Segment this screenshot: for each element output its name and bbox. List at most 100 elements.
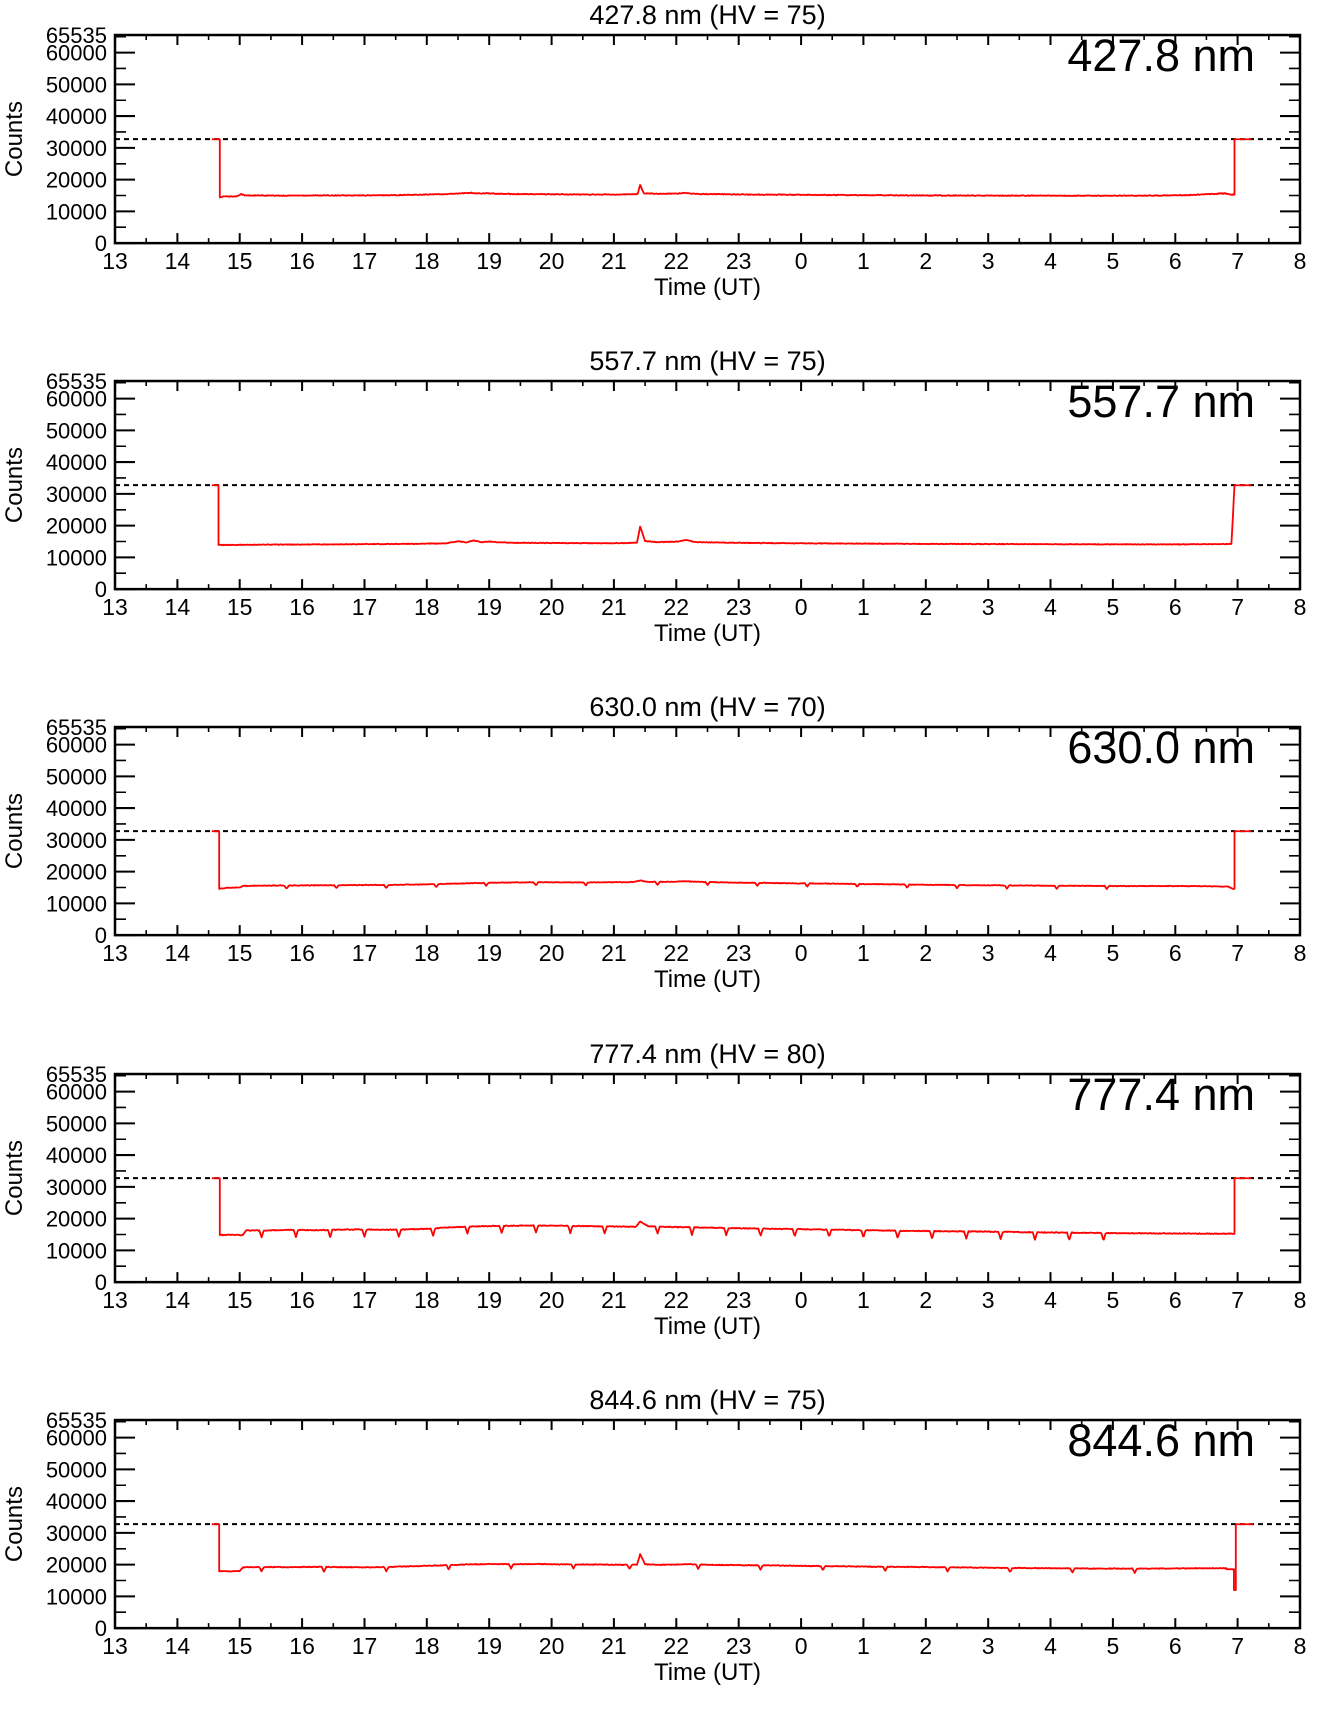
panel-title: 427.8 nm (HV = 75) — [589, 0, 826, 30]
x-tick-label: 8 — [1294, 248, 1307, 274]
y-tick-label: 65535 — [46, 1062, 107, 1087]
x-tick-label: 16 — [289, 941, 315, 967]
y-tick-label: 40000 — [46, 104, 107, 129]
y-tick-label: 30000 — [46, 1521, 107, 1546]
x-tick-label: 3 — [982, 1633, 995, 1659]
y-tick-label: 50000 — [46, 72, 107, 97]
wavelength-label: 630.0 nm — [1067, 722, 1255, 774]
x-tick-label: 17 — [352, 1287, 378, 1313]
x-axis-title: Time (UT) — [654, 1659, 761, 1686]
y-axis-title: Counts — [1, 447, 28, 523]
x-tick-label: 6 — [1169, 1287, 1182, 1313]
x-tick-label: 21 — [601, 1287, 627, 1313]
x-tick-label: 7 — [1231, 248, 1244, 274]
x-tick-label: 17 — [352, 594, 378, 620]
x-tick-label: 1 — [857, 1287, 870, 1313]
x-tick-label: 23 — [726, 248, 752, 274]
wavelength-label: 557.7 nm — [1067, 376, 1255, 428]
wavelength-label: 777.4 nm — [1067, 1068, 1255, 1120]
series-line — [211, 830, 1252, 891]
y-tick-label: 50000 — [46, 1457, 107, 1482]
x-tick-label: 6 — [1169, 594, 1182, 620]
x-tick-label: 2 — [919, 1287, 932, 1313]
y-tick-label: 0 — [95, 1270, 107, 1295]
y-tick-label: 20000 — [46, 860, 107, 885]
y-tick-label: 40000 — [46, 1143, 107, 1168]
y-axis-title: Counts — [1, 101, 28, 177]
x-tick-label: 20 — [539, 1633, 565, 1659]
y-tick-label: 0 — [95, 577, 107, 602]
y-tick-label: 20000 — [46, 1552, 107, 1577]
x-tick-label: 16 — [289, 1287, 315, 1313]
x-tick-label: 16 — [289, 1633, 315, 1659]
y-tick-label: 20000 — [46, 1206, 107, 1231]
y-tick-label: 60000 — [46, 1079, 107, 1104]
y-tick-label: 50000 — [46, 765, 107, 790]
x-tick-label: 8 — [1294, 594, 1307, 620]
x-tick-label: 2 — [919, 941, 932, 967]
y-tick-label: 20000 — [46, 168, 107, 193]
x-tick-label: 6 — [1169, 941, 1182, 967]
x-tick-label: 18 — [414, 1287, 440, 1313]
y-tick-label: 50000 — [46, 1111, 107, 1136]
x-tick-label: 20 — [539, 594, 565, 620]
x-tick-label: 14 — [165, 941, 191, 967]
y-tick-label: 0 — [95, 1616, 107, 1641]
x-tick-label: 22 — [664, 1287, 690, 1313]
major-ticks — [114, 1073, 1301, 1283]
y-tick-label: 20000 — [46, 514, 107, 539]
y-axis-title: Counts — [1, 1140, 28, 1216]
minor-ticks — [115, 1419, 1300, 1628]
x-tick-label: 6 — [1169, 248, 1182, 274]
x-tick-label: 14 — [165, 1287, 191, 1313]
x-tick-label: 13 — [102, 941, 128, 967]
x-tick-label: 19 — [476, 1633, 502, 1659]
x-tick-label: 22 — [664, 1633, 690, 1659]
x-tick-label: 18 — [414, 941, 440, 967]
x-tick-label: 0 — [795, 1287, 808, 1313]
minor-ticks — [115, 35, 1300, 244]
x-axis-title: Time (UT) — [654, 620, 761, 647]
x-tick-label: 1 — [857, 248, 870, 274]
x-tick-label: 4 — [1044, 1287, 1057, 1313]
x-tick-label: 21 — [601, 941, 627, 967]
x-tick-label: 0 — [795, 941, 808, 967]
major-ticks — [114, 1419, 1301, 1629]
x-tick-label: 19 — [476, 941, 502, 967]
x-tick-label: 18 — [414, 1633, 440, 1659]
x-axis-title: Time (UT) — [654, 967, 761, 994]
y-tick-label: 10000 — [46, 1584, 107, 1609]
x-tick-label: 15 — [227, 941, 253, 967]
x-tick-label: 23 — [726, 1633, 752, 1659]
x-tick-label: 0 — [795, 594, 808, 620]
y-axis-title: Counts — [1, 1486, 28, 1562]
x-tick-label: 7 — [1231, 941, 1244, 967]
x-tick-label: 7 — [1231, 1633, 1244, 1659]
y-tick-label: 10000 — [46, 1238, 107, 1263]
minor-ticks — [115, 1073, 1300, 1282]
y-tick-label: 60000 — [46, 1425, 107, 1450]
x-tick-label: 16 — [289, 248, 315, 274]
x-tick-label: 1 — [857, 1633, 870, 1659]
wavelength-label: 844.6 nm — [1067, 1414, 1255, 1466]
series-line — [211, 1176, 1252, 1241]
x-tick-label: 19 — [476, 248, 502, 274]
y-tick-label: 60000 — [46, 733, 107, 758]
x-tick-label: 4 — [1044, 941, 1057, 967]
y-tick-label: 65535 — [46, 715, 107, 740]
x-axis-title: Time (UT) — [654, 274, 761, 301]
x-tick-label: 13 — [102, 1287, 128, 1313]
x-tick-label: 0 — [795, 1633, 808, 1659]
wavelength-label: 427.8 nm — [1067, 30, 1255, 81]
x-tick-label: 21 — [601, 594, 627, 620]
minor-ticks — [115, 381, 1300, 590]
x-tick-label: 17 — [352, 941, 378, 967]
x-tick-label: 7 — [1231, 1287, 1244, 1313]
major-ticks — [114, 381, 1301, 591]
x-tick-label: 23 — [726, 1287, 752, 1313]
x-tick-label: 4 — [1044, 1633, 1057, 1659]
y-tick-label: 10000 — [46, 546, 107, 571]
